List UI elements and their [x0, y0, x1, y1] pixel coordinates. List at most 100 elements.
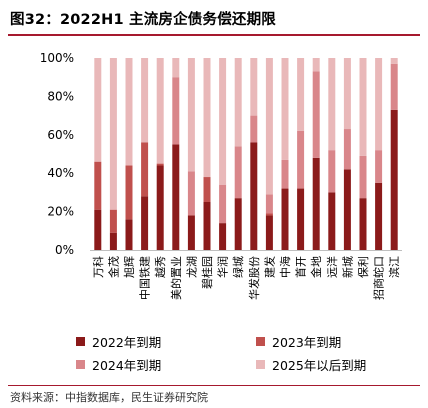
bar-segment-2025 [375, 58, 383, 151]
chart-title: 图32：2022H1 主流房企债务偿还期限 [10, 12, 277, 28]
bar-segment-2022 [187, 215, 195, 250]
bar-segment-2025 [203, 58, 211, 178]
legend-item-2023: 2023年到期 [256, 332, 341, 351]
bar-segment-2024 [390, 63, 398, 110]
bar-segment-2024 [297, 130, 305, 189]
bar-segment-2025 [187, 58, 195, 172]
bar-segment-2024 [250, 115, 258, 143]
bar-segment-2025 [265, 58, 273, 195]
x-tick-label: 中海 [278, 256, 292, 278]
legend-swatch-2025 [256, 360, 265, 369]
bar-segment-2024 [359, 155, 367, 199]
x-tick-label: 碧桂园 [200, 256, 214, 289]
legend-label-2025: 2025年以后到期 [272, 358, 367, 373]
x-tick-label: 美的置业 [169, 256, 183, 300]
bar-segment-2022 [265, 215, 273, 250]
y-tick-label: 20% [47, 205, 74, 219]
bar-segment-2025 [234, 58, 242, 147]
x-tick-label: 万科 [91, 256, 105, 278]
x-tick-label: 招商蛇口 [372, 256, 386, 300]
x-tick-label: 保利 [356, 256, 370, 278]
legend-label-2022: 2022年到期 [92, 335, 162, 350]
x-tick-label: 绿城 [231, 256, 245, 278]
bar-segment-2023 [125, 165, 133, 220]
y-tick-label: 80% [47, 89, 74, 103]
x-tick-label: 中国铁建 [138, 256, 152, 300]
legend-swatch-2023 [256, 337, 265, 346]
stacked-bar-chart: 0% 20% 40% 60% 80% 100% 万科 金茂 旭辉 中国铁建 越秀 美的置业 龙湖 碧桂园… [40, 51, 402, 300]
bar-segment-2023 [94, 161, 102, 210]
bar-segment-2022 [281, 188, 289, 250]
bar-segment-2025 [125, 58, 133, 166]
x-tick-label: 华润 [216, 256, 230, 278]
bar-segment-2022 [172, 144, 180, 250]
x-tick-label: 远洋 [325, 256, 339, 278]
x-tick-label: 滨江 [387, 256, 401, 278]
bar-segment-2022 [390, 109, 398, 250]
x-tick-label: 首开 [294, 256, 308, 278]
bar-segment-2022 [359, 198, 367, 250]
x-tick-label: 金地 [309, 256, 323, 278]
y-tick-label: 40% [47, 166, 74, 180]
bar-segment-2022 [156, 165, 164, 250]
bar-segment-2025 [328, 58, 336, 151]
bar-segment-2024 [219, 184, 227, 224]
bar-segment-2025 [281, 58, 289, 160]
bar-segment-2025 [390, 58, 398, 64]
bar-segment-2025 [312, 58, 320, 72]
bar-segment-2024 [328, 150, 336, 193]
bar-segment-2022 [234, 198, 242, 250]
bar-segment-2024 [265, 194, 273, 214]
bar-segment-2024 [187, 171, 195, 216]
bar-segment-2022 [375, 182, 383, 250]
bar-segment-2025 [109, 58, 117, 210]
legend-item-2024: 2024年到期 [76, 355, 161, 374]
bar-segment-2022 [94, 209, 102, 250]
y-tick-label: 100% [40, 51, 74, 65]
bar-segment-2025 [297, 58, 305, 131]
bar-segment-2024 [172, 77, 180, 145]
bar-segment-2025 [156, 58, 164, 164]
bar-segment-2025 [172, 58, 180, 78]
bar-segment-2023 [109, 209, 117, 233]
y-tick-label: 60% [47, 128, 74, 142]
title-divider [8, 34, 420, 36]
bar-segment-2023 [203, 177, 211, 202]
x-tick-label: 建发 [262, 256, 276, 278]
bar-segment-2023 [265, 213, 273, 216]
y-tick-label: 0% [55, 243, 74, 257]
source-divider [8, 385, 420, 386]
source-note: 资料来源：中指数据库，民生证券研究院 [10, 391, 208, 404]
bar-segment-2022 [250, 142, 258, 250]
bar-segment-2022 [109, 232, 117, 250]
x-tick-label: 华发股份 [247, 256, 261, 300]
x-tick-label: 龙湖 [185, 256, 198, 278]
x-axis: 万科 金茂 旭辉 中国铁建 越秀 美的置业 龙湖 碧桂园 华润 绿城 华发股份 建发 中海 首开 金地 远洋新… [90, 250, 402, 300]
x-tick-label: 越秀 [153, 256, 167, 278]
legend-swatch-2022 [76, 337, 85, 346]
bar-segment-2022 [312, 157, 320, 250]
bar-segment-2023 [156, 163, 164, 166]
bar-segment-2022 [125, 219, 133, 250]
bar-segment-2022 [343, 169, 351, 250]
bar-segment-2025 [141, 58, 149, 143]
bar-segment-2022 [297, 188, 305, 250]
legend-item-2022: 2022年到期 [76, 332, 161, 351]
bar-segment-2025 [250, 58, 258, 116]
legend-label-2023: 2023年到期 [272, 335, 342, 350]
bar-segment-2024 [375, 150, 383, 183]
bar-segment-2025 [219, 58, 227, 185]
bar-segment-2024 [343, 129, 351, 170]
x-tick-label: 金茂 [106, 256, 120, 278]
legend-item-2025: 2025年以后到期 [256, 355, 366, 374]
x-tick-label: 新城 [340, 256, 354, 278]
bar-segment-2025 [94, 58, 102, 162]
bars [94, 58, 398, 250]
bar-segment-2025 [359, 58, 367, 156]
bar-segment-2022 [141, 196, 149, 250]
bar-segment-2025 [343, 58, 351, 130]
bar-segment-2022 [328, 192, 336, 250]
bar-segment-2024 [312, 71, 320, 158]
y-axis: 0% 20% 40% 60% 80% 100% [40, 51, 74, 257]
x-tick-label: 旭辉 [122, 256, 136, 278]
